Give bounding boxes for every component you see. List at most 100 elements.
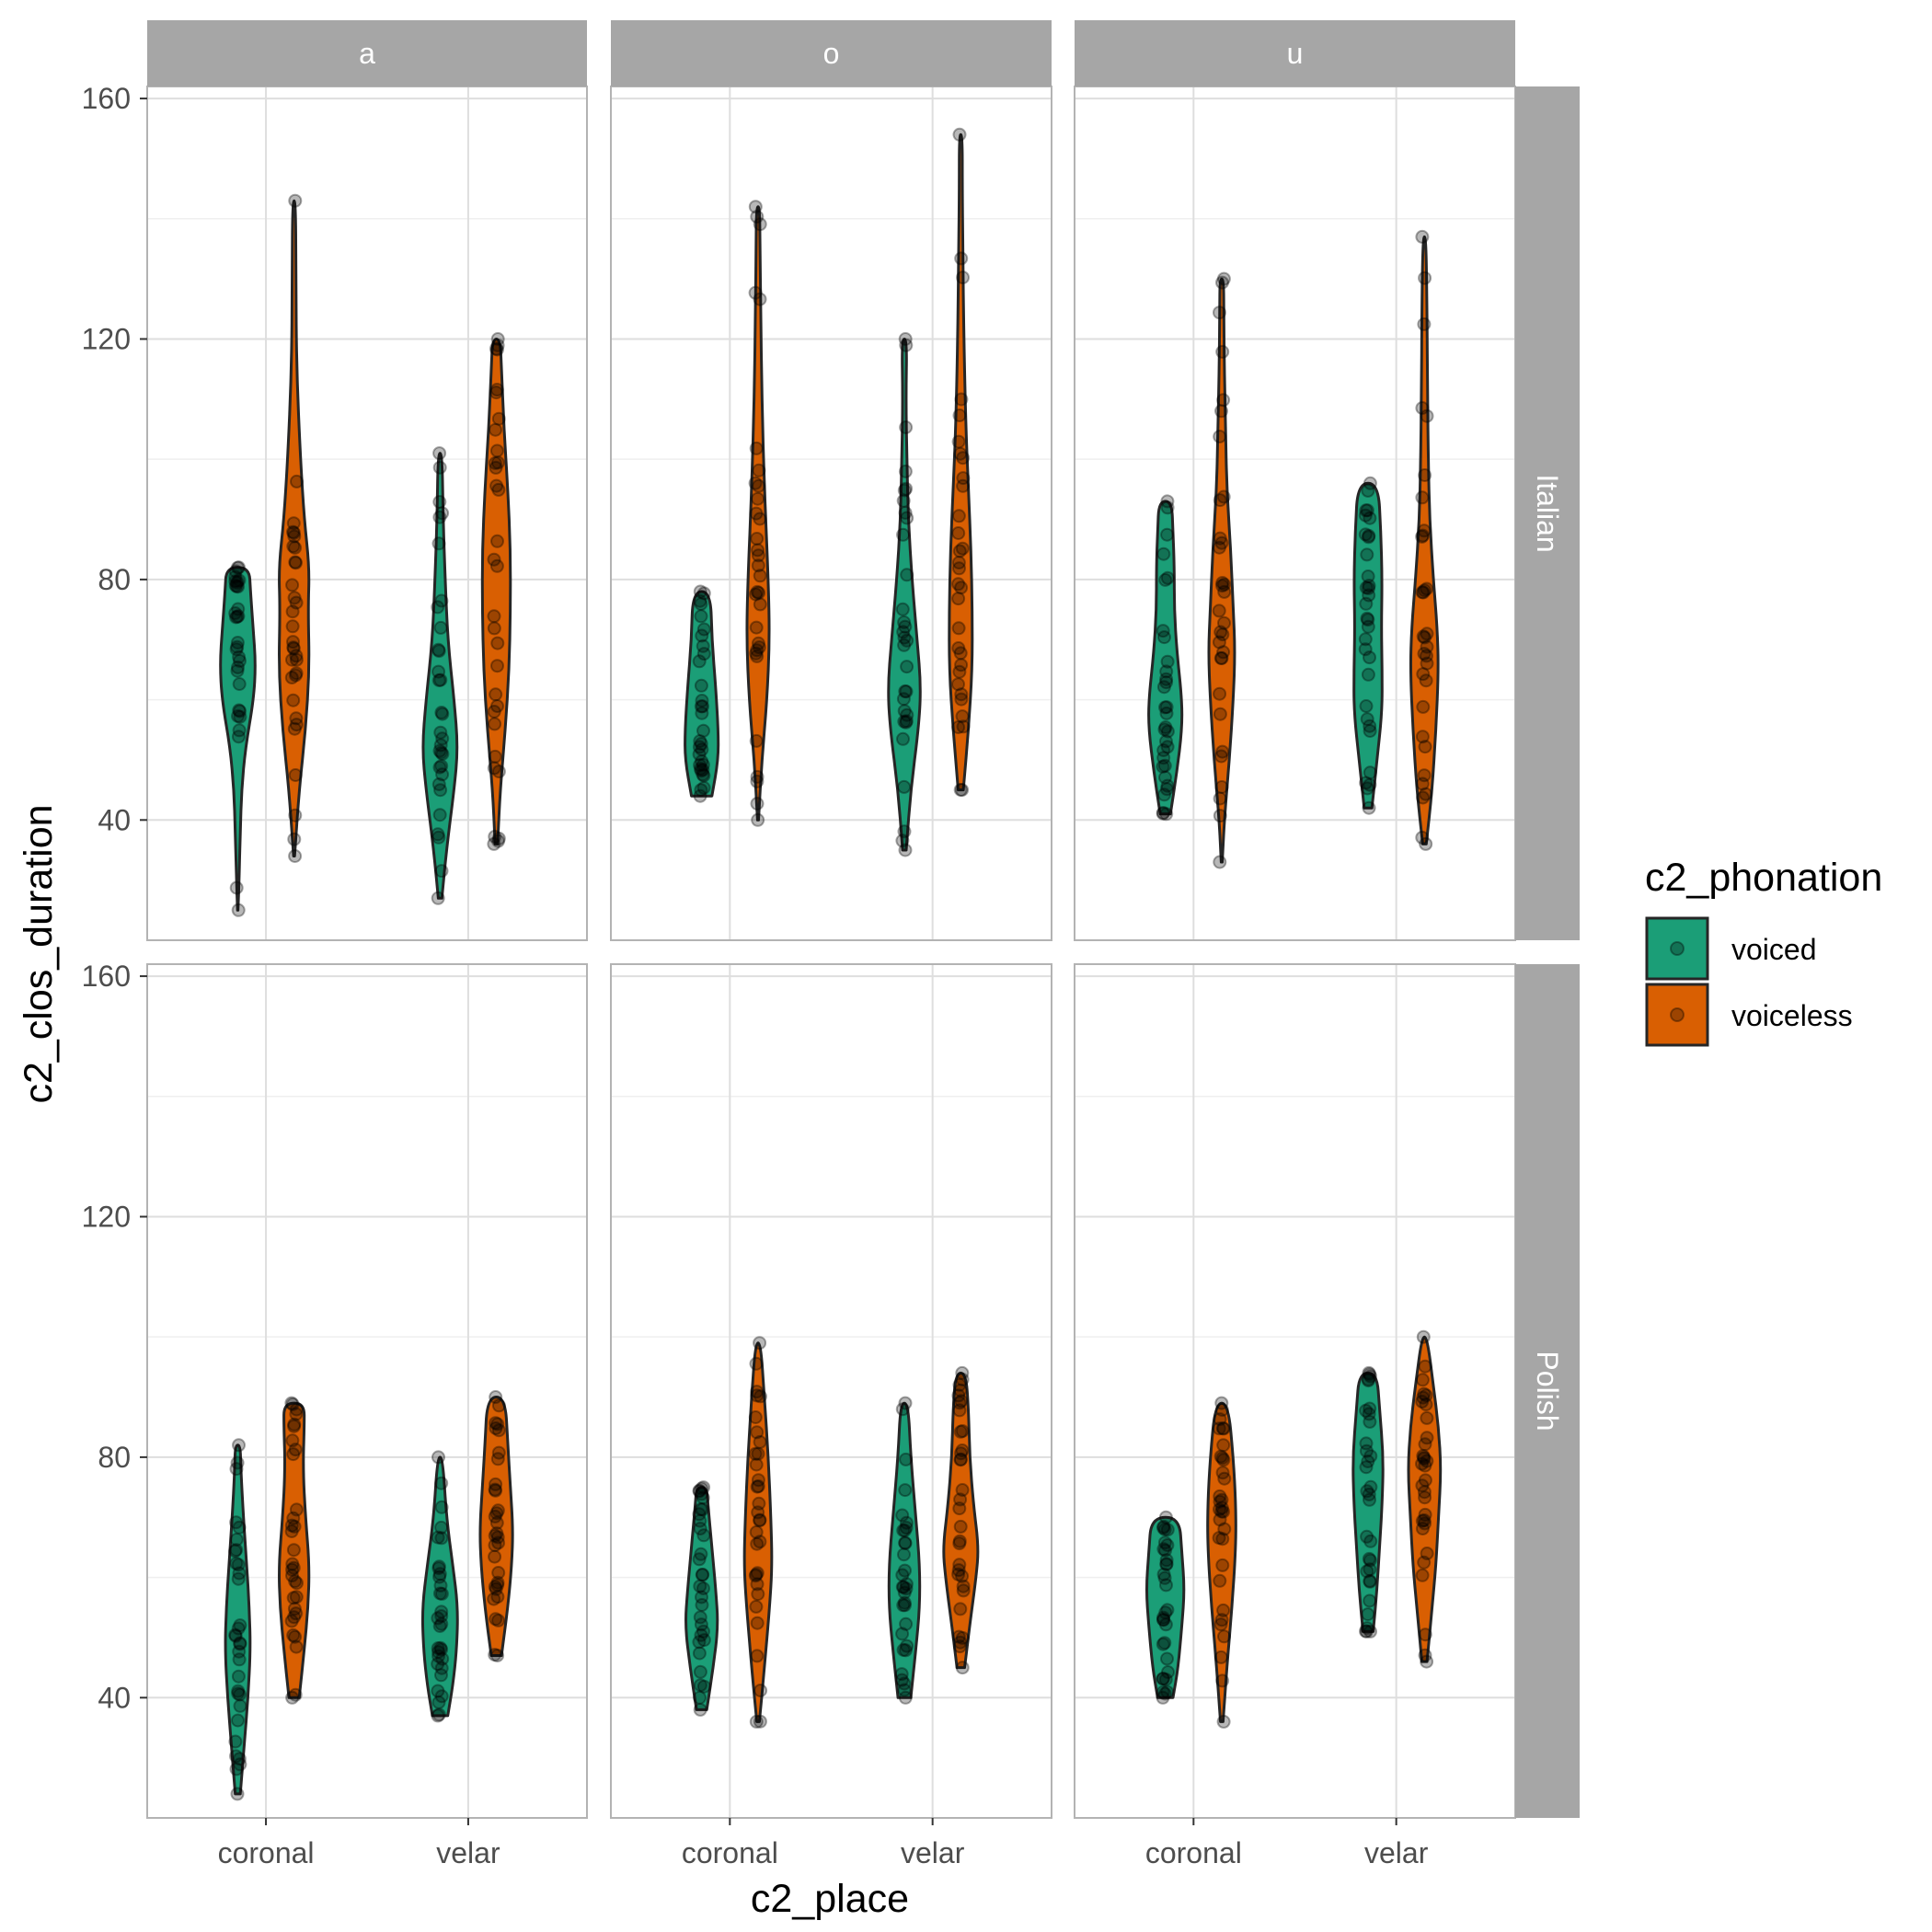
data-point	[431, 1611, 445, 1626]
data-point	[749, 1599, 764, 1614]
data-point	[231, 1669, 246, 1684]
data-point	[1361, 1372, 1375, 1386]
data-point	[1157, 630, 1171, 645]
data-point	[232, 560, 246, 575]
data-point	[431, 644, 446, 659]
data-point	[951, 621, 966, 636]
data-point	[695, 742, 709, 757]
data-point	[696, 757, 710, 772]
data-point	[1214, 1492, 1229, 1507]
data-point	[1419, 787, 1433, 801]
data-point	[1415, 529, 1430, 544]
data-point	[753, 597, 767, 612]
data-point	[1359, 1443, 1374, 1458]
data-point	[286, 1591, 301, 1605]
data-point	[231, 708, 245, 723]
data-point	[231, 1684, 246, 1698]
data-point	[696, 763, 710, 777]
data-point	[895, 1580, 910, 1594]
data-point	[956, 478, 971, 493]
data-point	[748, 285, 763, 300]
panel-italian-a	[146, 86, 588, 941]
data-point	[1363, 1414, 1377, 1429]
data-point	[951, 641, 966, 655]
data-point	[433, 738, 448, 753]
data-point	[696, 586, 711, 601]
data-point	[751, 812, 765, 827]
data-point	[1417, 1555, 1432, 1570]
data-point	[896, 1598, 911, 1613]
data-point	[435, 1651, 450, 1666]
data-point	[1359, 776, 1374, 790]
data-point	[692, 740, 707, 754]
data-point	[753, 1714, 767, 1729]
strip-background	[147, 20, 587, 86]
data-point	[696, 1490, 710, 1505]
data-point	[753, 292, 767, 306]
data-point	[896, 1524, 911, 1537]
data-point	[952, 1403, 967, 1418]
data-point	[490, 332, 505, 346]
data-point	[898, 1535, 913, 1550]
data-point	[434, 706, 449, 719]
data-point	[229, 1532, 244, 1547]
data-point	[1420, 656, 1434, 671]
data-point	[696, 1624, 710, 1639]
y-axis-title: c2_clos_duration	[17, 804, 61, 1103]
data-point	[431, 1561, 446, 1576]
data-point	[1215, 579, 1229, 593]
data-point	[696, 1568, 710, 1581]
data-point	[894, 1667, 909, 1682]
data-point	[1360, 1484, 1374, 1499]
data-point	[1417, 1386, 1432, 1401]
data-point	[286, 524, 300, 539]
data-point	[286, 516, 301, 531]
data-point	[1418, 1490, 1432, 1505]
data-point	[1156, 1519, 1171, 1534]
data-point	[490, 699, 504, 713]
data-point	[750, 643, 765, 658]
violin-coronal-voiceless	[745, 205, 771, 822]
data-point	[693, 1678, 707, 1693]
data-point	[285, 1557, 300, 1571]
x-tick-label-velar: velar	[1364, 1836, 1429, 1869]
data-point	[286, 539, 301, 554]
data-point	[953, 783, 968, 797]
data-point	[1156, 751, 1171, 765]
data-point	[431, 642, 446, 657]
data-point	[1363, 719, 1377, 733]
legend-keys: voiced voiceless	[1645, 916, 1853, 1047]
data-point	[1362, 1551, 1376, 1566]
data-point	[1360, 611, 1374, 626]
data-point	[897, 1676, 912, 1691]
data-point	[1360, 547, 1374, 562]
data-point	[490, 1530, 505, 1545]
data-point	[489, 1612, 503, 1627]
data-point	[1362, 528, 1376, 543]
data-point	[490, 1575, 505, 1590]
data-point	[431, 673, 446, 687]
data-point	[1417, 768, 1432, 783]
data-point	[434, 1642, 449, 1657]
data-point	[951, 720, 966, 734]
data-point	[952, 408, 967, 422]
data-point	[233, 1618, 247, 1633]
violin-coronal-voiced	[684, 1486, 719, 1711]
data-point	[695, 1481, 709, 1496]
data-point	[694, 1547, 708, 1561]
data-point	[1214, 1396, 1229, 1410]
data-point	[753, 1336, 767, 1351]
data-point	[898, 464, 913, 478]
data-point	[431, 891, 445, 905]
data-point	[750, 1616, 765, 1630]
data-point	[1363, 1479, 1378, 1494]
data-point	[896, 692, 911, 707]
data-point	[752, 585, 766, 600]
data-point	[1159, 734, 1173, 749]
data-point	[286, 1543, 301, 1558]
data-point	[1363, 765, 1377, 780]
data-point	[1213, 1573, 1227, 1588]
data-point	[488, 1648, 502, 1662]
data-point	[431, 664, 446, 679]
